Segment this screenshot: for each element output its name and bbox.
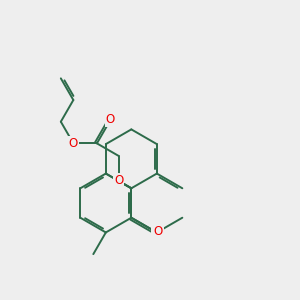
Text: O: O	[152, 226, 161, 239]
Text: O: O	[154, 225, 163, 238]
Text: O: O	[114, 174, 123, 188]
Text: O: O	[69, 137, 78, 150]
Text: O: O	[106, 113, 115, 126]
